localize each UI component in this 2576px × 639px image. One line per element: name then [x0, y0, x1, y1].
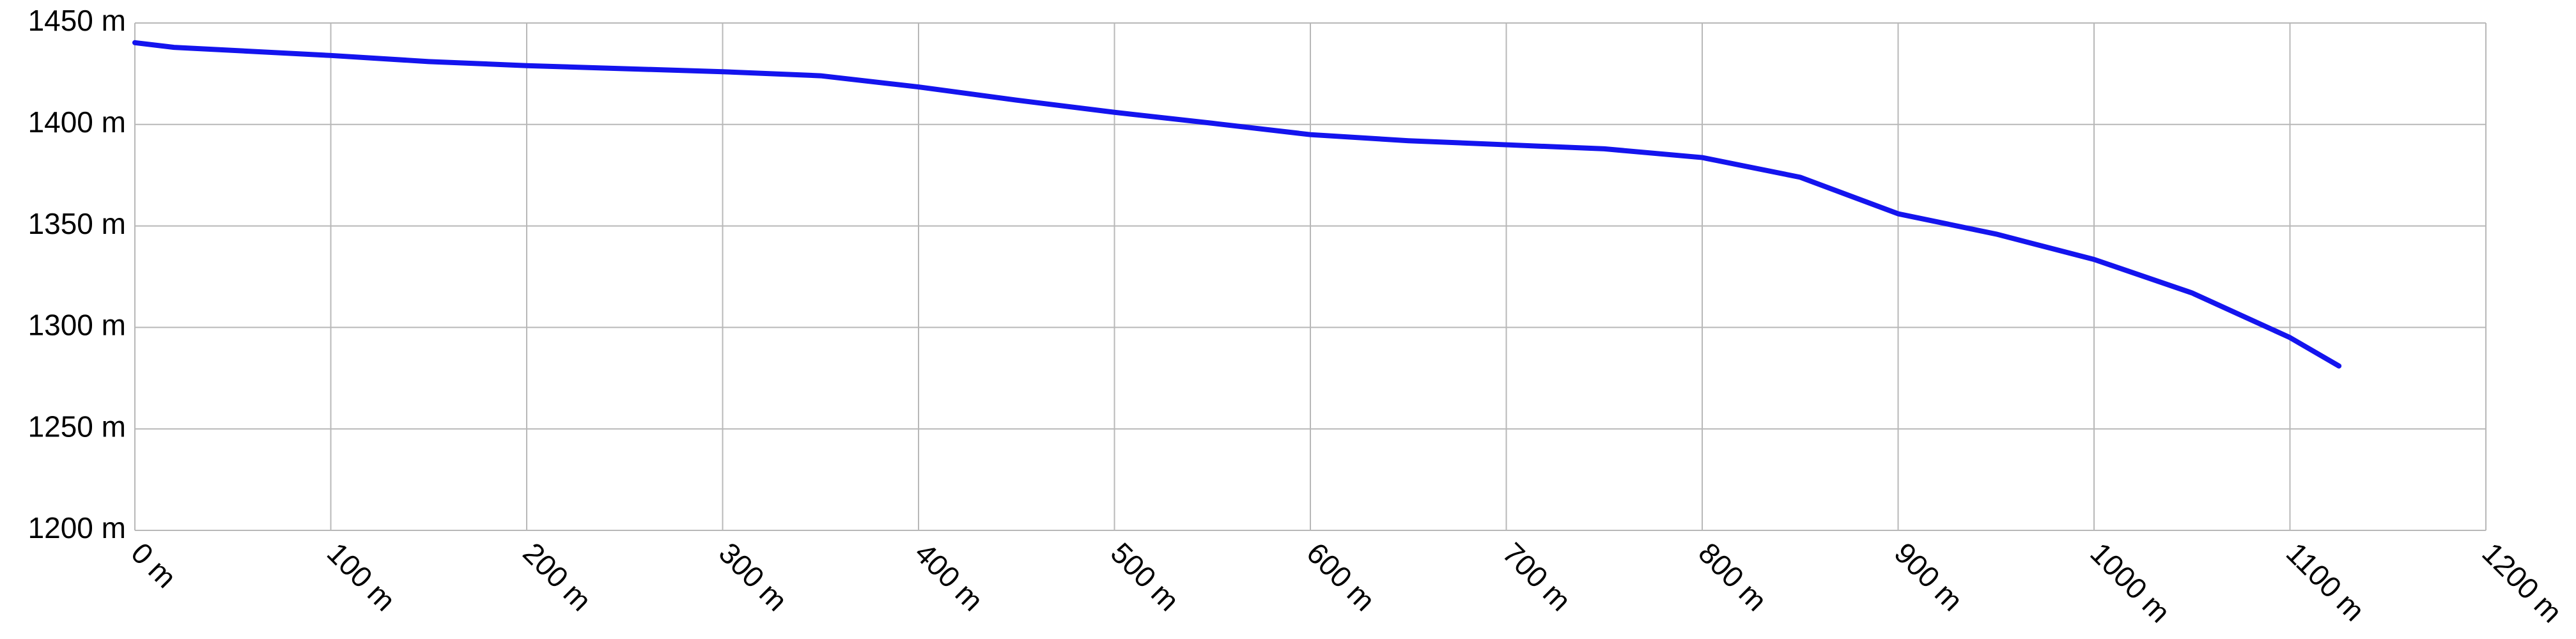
- x-tick-label: 100 m: [321, 536, 402, 617]
- x-tick-label: 1000 m: [2084, 536, 2176, 629]
- x-tick-label: 1100 m: [2280, 536, 2371, 627]
- y-tick-label: 1200 m: [28, 511, 126, 544]
- y-tick-label: 1250 m: [28, 410, 126, 443]
- y-tick-label: 1350 m: [28, 207, 126, 240]
- x-tick-label: 700 m: [1496, 536, 1578, 617]
- x-tick-label: 200 m: [516, 536, 598, 617]
- elevation-line: [132, 40, 2342, 369]
- x-tick-label: 900 m: [1888, 536, 1969, 617]
- x-tick-label: 1200 m: [2476, 536, 2568, 629]
- x-tick-label: 600 m: [1300, 536, 1381, 617]
- x-tick-label: 400 m: [908, 536, 989, 617]
- y-tick-label: 1400 m: [28, 105, 126, 139]
- x-tick-label: 300 m: [713, 536, 794, 617]
- y-tick-label: 1300 m: [28, 309, 126, 342]
- y-tick-label: 1450 m: [28, 4, 126, 37]
- x-tick-label: 500 m: [1105, 536, 1186, 617]
- x-tick-label: 800 m: [1692, 536, 1773, 617]
- x-tick-label: 0 m: [125, 536, 183, 594]
